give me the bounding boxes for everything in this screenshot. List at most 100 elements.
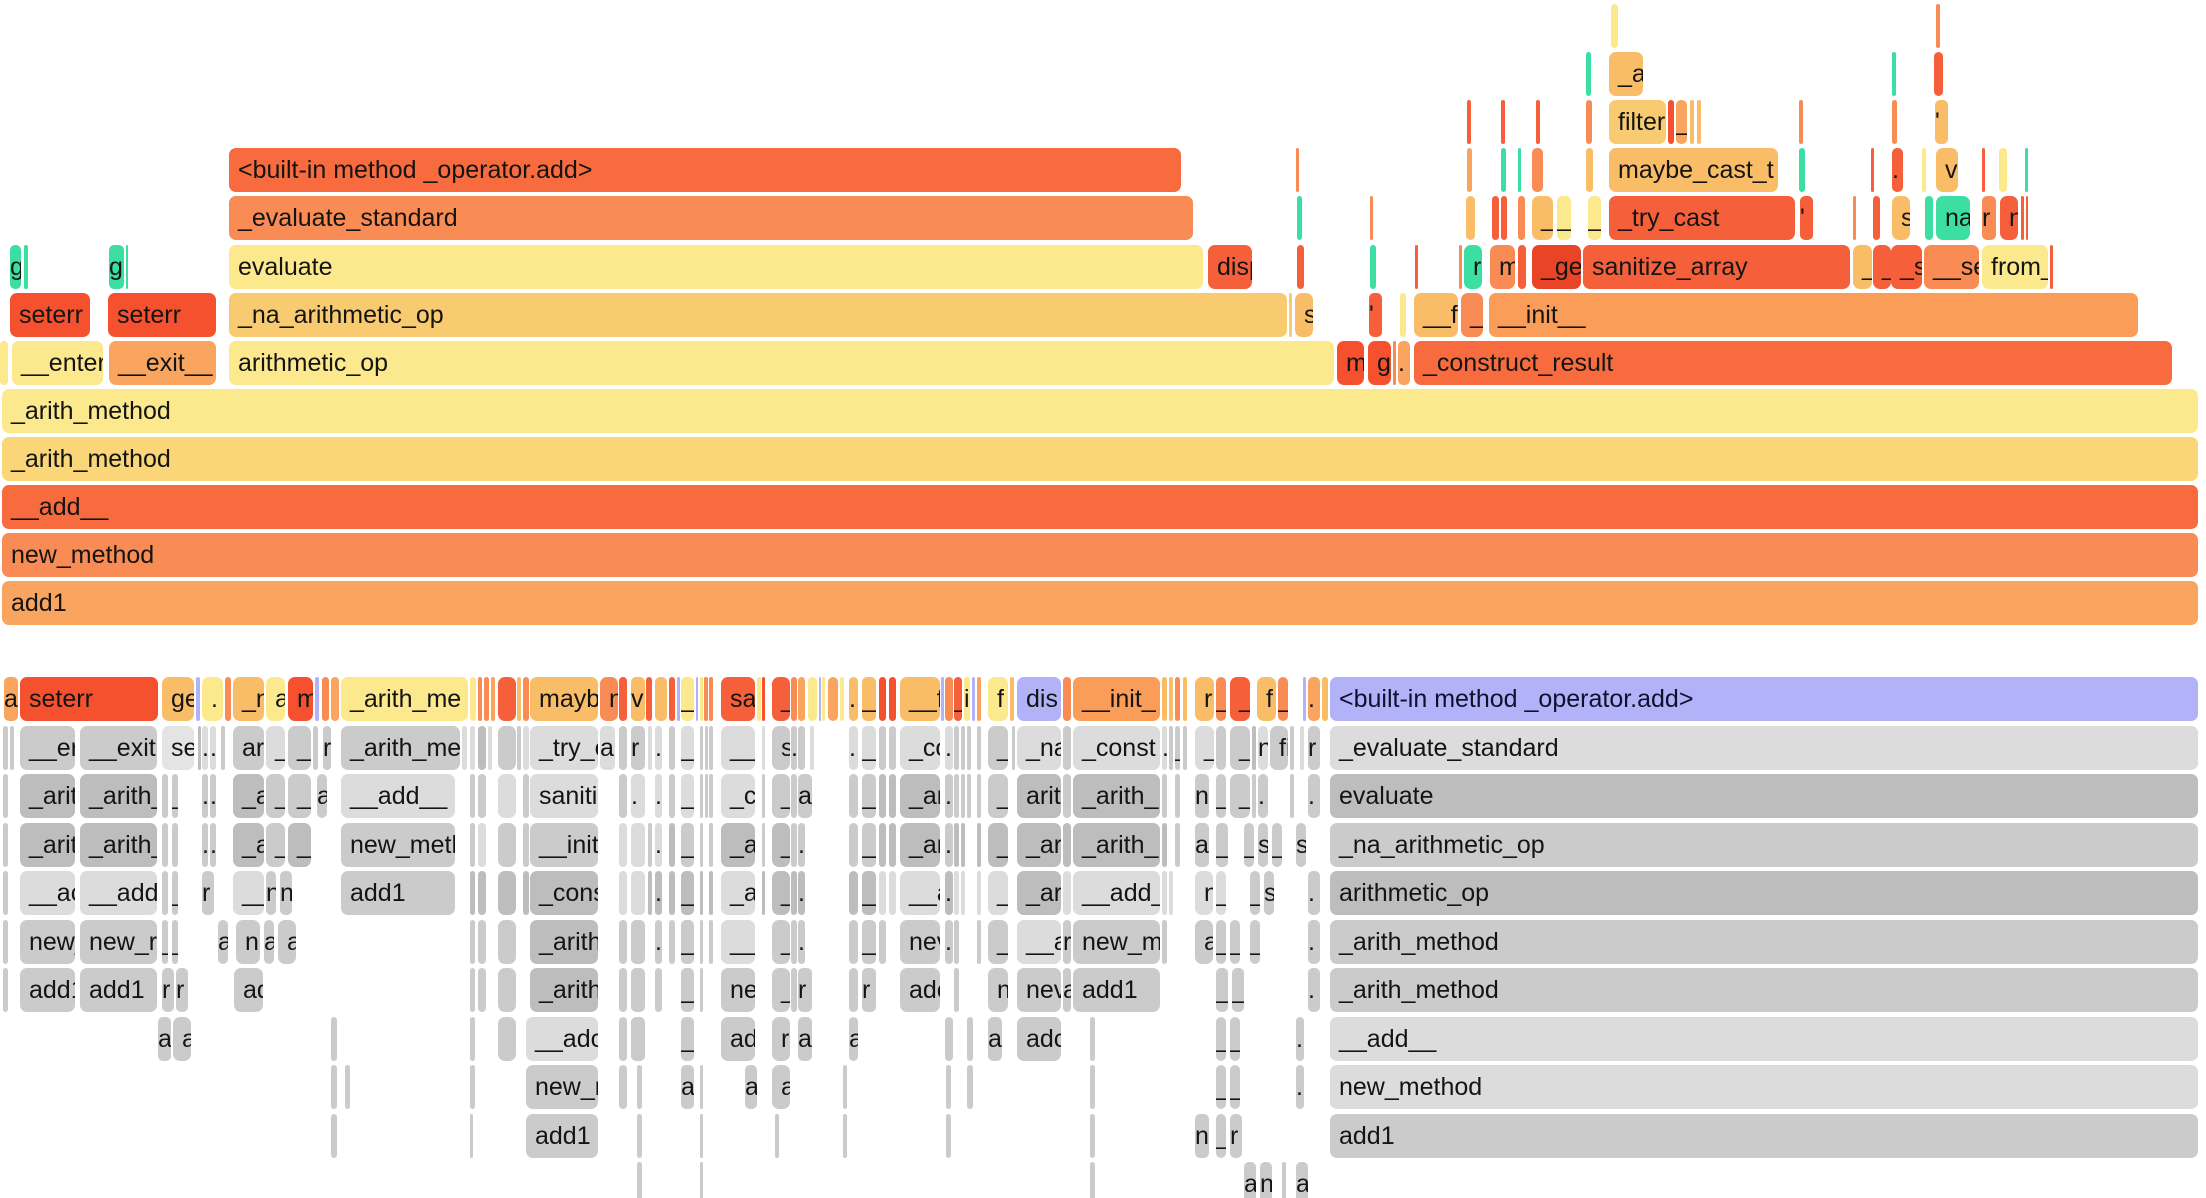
frame-bar-frame[interactable]: [162, 774, 168, 818]
frame-bar-_[interactable]: _: [1588, 196, 1601, 240]
frame-bar-frame[interactable]: [1853, 196, 1856, 240]
frame-bar-frame[interactable]: [221, 726, 225, 770]
frame-bar-adc[interactable]: adc: [900, 968, 940, 1012]
frame-bar-frame[interactable]: [1501, 148, 1506, 192]
frame-bar-frame[interactable]: [470, 726, 475, 770]
frame-bar-frame[interactable]: [669, 726, 675, 770]
frame-bar-a[interactable]: a: [158, 1017, 171, 1061]
frame-bar-frame[interactable]: .: [1296, 1017, 1304, 1061]
frame-bar-frame[interactable]: [1183, 677, 1187, 721]
frame-bar-_arit[interactable]: _arit: [20, 823, 75, 867]
frame-bar-__exit__[interactable]: __exit__: [109, 341, 216, 385]
frame-bar-frame[interactable]: [946, 1065, 951, 1109]
frame-bar-frame[interactable]: [941, 677, 944, 721]
frame-bar-frame[interactable]: [762, 726, 765, 770]
frame-bar-frame[interactable]: .: [849, 677, 858, 721]
frame-bar-frame[interactable]: [470, 1114, 473, 1158]
frame-bar-g[interactable]: g: [109, 245, 124, 289]
frame-bar-frame[interactable]: [1871, 148, 1874, 192]
frame-bar-frame[interactable]: [843, 1065, 847, 1109]
frame-bar-_[interactable]: _: [1244, 823, 1254, 867]
frame-bar-frame[interactable]: [1466, 196, 1475, 240]
frame-bar-frame[interactable]: [523, 677, 529, 721]
frame-bar-frame[interactable]: [1010, 677, 1014, 721]
frame-bar-frame[interactable]: [1063, 774, 1071, 818]
frame-bar-frame[interactable]: [470, 677, 476, 721]
frame-bar-frame[interactable]: [700, 677, 703, 721]
frame-bar-frame[interactable]: [967, 726, 971, 770]
frame-bar-frame[interactable]: [1518, 196, 1525, 240]
frame-bar-frame[interactable]: [700, 726, 703, 770]
frame-bar-r[interactable]: r: [176, 968, 188, 1012]
frame-bar-_[interactable]: _: [1216, 677, 1226, 721]
frame-bar-frame[interactable]: [1162, 871, 1167, 915]
frame-bar-_arith_method[interactable]: _arith_method: [2, 389, 2198, 433]
frame-bar-f[interactable]: f: [988, 677, 1008, 721]
frame-bar-_a[interactable]: _a: [1230, 726, 1250, 770]
frame-bar-frame[interactable]: [1063, 726, 1071, 770]
frame-bar-frame[interactable]: .: [791, 726, 797, 770]
frame-bar-frame[interactable]: [1999, 148, 2007, 192]
frame-bar-new_r[interactable]: new_r: [526, 1065, 598, 1109]
frame-bar-frame[interactable]: [889, 823, 896, 867]
frame-bar-__fi[interactable]: __fi: [1414, 293, 1458, 337]
frame-bar-s[interactable]: s: [772, 726, 790, 770]
frame-bar-_arith_[interactable]: _arith_: [80, 823, 157, 867]
frame-bar-frame[interactable]: [879, 677, 886, 721]
frame-bar-n[interactable]: n: [1195, 774, 1209, 818]
frame-bar-frame[interactable]: .: [631, 774, 645, 818]
frame-bar-frame[interactable]: [819, 677, 821, 721]
frame-bar-frame[interactable]: .: [849, 726, 858, 770]
frame-bar-n[interactable]: n: [988, 968, 1008, 1012]
frame-bar-va[interactable]: va: [1936, 148, 1958, 192]
frame-bar-frame[interactable]: [977, 677, 981, 721]
frame-bar-frame[interactable]: [977, 774, 981, 818]
frame-bar-arit[interactable]: arit: [1017, 774, 1061, 818]
frame-bar-frame[interactable]: [1586, 100, 1592, 144]
frame-bar-_a[interactable]: _a: [233, 823, 264, 867]
frame-bar-frame[interactable]: [1290, 726, 1294, 770]
frame-bar-a[interactable]: a: [745, 1065, 757, 1109]
frame-bar-_[interactable]: _: [1676, 100, 1687, 144]
frame-bar-_construct_result[interactable]: _construct_result: [1414, 341, 2172, 385]
frame-bar-add1[interactable]: add1: [1073, 968, 1160, 1012]
frame-bar-n[interactable]: n: [266, 871, 276, 915]
frame-bar-n[interactable]: n: [2000, 196, 2018, 240]
frame-bar-frame[interactable]: [791, 677, 797, 721]
frame-bar-a[interactable]: a: [4, 677, 18, 721]
frame-bar-add1[interactable]: add1: [1330, 1114, 2198, 1158]
frame-bar-frame[interactable]: [704, 677, 708, 721]
frame-bar-frame[interactable]: [709, 823, 713, 867]
frame-bar-_a[interactable]: _a: [721, 871, 755, 915]
frame-bar-frame[interactable]: [646, 677, 652, 721]
frame-bar-a[interactable]: a: [681, 1065, 694, 1109]
frame-bar-_[interactable]: _: [266, 774, 285, 818]
frame-bar-m[interactable]: m: [1490, 245, 1515, 289]
frame-bar-frame[interactable]: [705, 774, 708, 818]
frame-bar-_[interactable]: _: [862, 920, 876, 964]
frame-bar-r[interactable]: r: [1230, 1114, 1242, 1158]
frame-bar-frame[interactable]: ': [1369, 293, 1382, 337]
frame-bar-frame[interactable]: .: [202, 774, 208, 818]
frame-bar-frame[interactable]: [198, 726, 201, 770]
frame-bar-_arith_[interactable]: _arith_: [1073, 774, 1160, 818]
frame-bar-maybe_cast_t[interactable]: maybe_cast_t: [1609, 148, 1778, 192]
frame-bar-ad[interactable]: ad: [721, 1017, 755, 1061]
frame-bar-frame[interactable]: [1586, 148, 1593, 192]
frame-bar-frame[interactable]: [709, 677, 713, 721]
frame-bar-_[interactable]: _: [772, 968, 790, 1012]
frame-bar-__[interactable]: __: [721, 920, 755, 964]
frame-bar-frame[interactable]: [1282, 1162, 1286, 1198]
frame-bar-_[interactable]: _: [266, 823, 285, 867]
frame-bar-_na_arithmetic_op[interactable]: _na_arithmetic_op: [229, 293, 1287, 337]
frame-bar-frame[interactable]: [2021, 196, 2024, 240]
frame-bar-_arith[interactable]: _arith: [530, 968, 598, 1012]
frame-bar-a[interactable]: a: [772, 1065, 790, 1109]
frame-bar-frame[interactable]: [1300, 726, 1304, 770]
frame-bar-frame[interactable]: .: [1258, 774, 1268, 818]
frame-bar-frame[interactable]: [808, 677, 817, 721]
frame-bar-_arith[interactable]: _arith: [530, 920, 598, 964]
frame-bar-_[interactable]: _: [1175, 726, 1180, 770]
frame-bar-a[interactable]: a: [264, 920, 274, 964]
frame-bar-frame[interactable]: .: [655, 920, 662, 964]
